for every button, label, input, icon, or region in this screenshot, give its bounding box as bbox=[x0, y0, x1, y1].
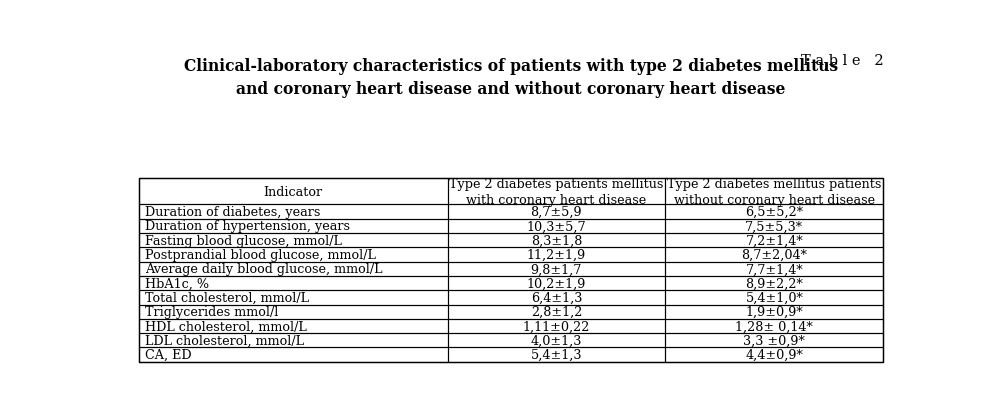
Bar bbox=[139, 248, 448, 262]
Bar bbox=[448, 205, 665, 219]
Bar bbox=[139, 276, 448, 290]
Bar bbox=[139, 178, 883, 362]
Text: HDL cholesterol, mmol/L: HDL cholesterol, mmol/L bbox=[145, 320, 306, 333]
Text: 8,3±1,8: 8,3±1,8 bbox=[530, 234, 582, 247]
Bar bbox=[665, 178, 883, 205]
Text: Type 2 diabetes patients mellitus
with coronary heart disease: Type 2 diabetes patients mellitus with c… bbox=[450, 177, 664, 206]
Text: 3,3 ±0,9*: 3,3 ±0,9* bbox=[744, 334, 806, 347]
Bar bbox=[139, 233, 448, 248]
Text: 5,4±1,0*: 5,4±1,0* bbox=[746, 291, 804, 304]
Bar bbox=[448, 248, 665, 262]
Text: 8,9±2,2*: 8,9±2,2* bbox=[746, 277, 804, 290]
Text: 8,7±5,9: 8,7±5,9 bbox=[530, 206, 582, 218]
Bar bbox=[139, 178, 448, 205]
Text: 7,5±5,3*: 7,5±5,3* bbox=[746, 220, 804, 233]
Bar bbox=[448, 333, 665, 348]
Text: CA, ED: CA, ED bbox=[145, 348, 191, 361]
Bar bbox=[665, 248, 883, 262]
Bar bbox=[665, 262, 883, 276]
Text: Fasting blood glucose, mmol/L: Fasting blood glucose, mmol/L bbox=[145, 234, 342, 247]
Text: T a b l e   2: T a b l e 2 bbox=[801, 55, 883, 68]
Bar bbox=[139, 333, 448, 348]
Text: 9,8±1,7: 9,8±1,7 bbox=[530, 263, 582, 275]
Text: 4,4±0,9*: 4,4±0,9* bbox=[746, 348, 804, 361]
Text: Average daily blood glucose, mmol/L: Average daily blood glucose, mmol/L bbox=[145, 263, 382, 275]
Text: 7,2±1,4*: 7,2±1,4* bbox=[746, 234, 803, 247]
Bar bbox=[665, 305, 883, 319]
Bar bbox=[665, 219, 883, 233]
Bar bbox=[448, 276, 665, 290]
Bar bbox=[139, 262, 448, 276]
Bar bbox=[665, 319, 883, 333]
Bar bbox=[139, 219, 448, 233]
Text: 1,9±0,9*: 1,9±0,9* bbox=[746, 306, 803, 318]
Bar bbox=[448, 178, 665, 205]
Bar bbox=[665, 233, 883, 248]
Bar bbox=[448, 219, 665, 233]
Text: 6,5±5,2*: 6,5±5,2* bbox=[746, 206, 804, 218]
Text: 10,3±5,7: 10,3±5,7 bbox=[526, 220, 586, 233]
Bar bbox=[665, 290, 883, 305]
Text: 11,2±1,9: 11,2±1,9 bbox=[526, 248, 586, 261]
Bar bbox=[448, 290, 665, 305]
Bar bbox=[448, 319, 665, 333]
Bar bbox=[139, 290, 448, 305]
Bar bbox=[448, 305, 665, 319]
Text: Total cholesterol, mmol/L: Total cholesterol, mmol/L bbox=[145, 291, 309, 304]
Text: Duration of diabetes, years: Duration of diabetes, years bbox=[145, 206, 320, 218]
Bar bbox=[139, 205, 448, 219]
Text: Type 2 diabetes mellitus patients
without coronary heart disease: Type 2 diabetes mellitus patients withou… bbox=[667, 177, 881, 206]
Text: 2,8±1,2: 2,8±1,2 bbox=[530, 306, 582, 318]
Text: HbA1c, %: HbA1c, % bbox=[145, 277, 208, 290]
Text: 1,11±0,22: 1,11±0,22 bbox=[522, 320, 590, 333]
Bar bbox=[448, 262, 665, 276]
Bar bbox=[139, 348, 448, 362]
Text: LDL cholesterol, mmol/L: LDL cholesterol, mmol/L bbox=[145, 334, 304, 347]
Bar bbox=[665, 348, 883, 362]
Bar bbox=[139, 305, 448, 319]
Text: 10,2±1,9: 10,2±1,9 bbox=[526, 277, 586, 290]
Bar bbox=[665, 276, 883, 290]
Text: 1,28± 0,14*: 1,28± 0,14* bbox=[736, 320, 814, 333]
Text: 7,7±1,4*: 7,7±1,4* bbox=[746, 263, 803, 275]
Text: 5,4±1,3: 5,4±1,3 bbox=[530, 348, 582, 361]
Bar bbox=[665, 333, 883, 348]
Text: 6,4±1,3: 6,4±1,3 bbox=[530, 291, 582, 304]
Text: Duration of hypertension, years: Duration of hypertension, years bbox=[145, 220, 350, 233]
Text: Triglycerides mmol/l: Triglycerides mmol/l bbox=[145, 306, 278, 318]
Bar bbox=[448, 348, 665, 362]
Text: 4,0±1,3: 4,0±1,3 bbox=[530, 334, 582, 347]
Text: Postprandial blood glucose, mmol/L: Postprandial blood glucose, mmol/L bbox=[145, 248, 376, 261]
Text: 8,7±2,04*: 8,7±2,04* bbox=[742, 248, 808, 261]
Text: Clinical-laboratory characteristics of patients with type 2 diabetes mellitus
an: Clinical-laboratory characteristics of p… bbox=[183, 57, 838, 98]
Bar bbox=[665, 205, 883, 219]
Text: Indicator: Indicator bbox=[263, 185, 323, 198]
Bar bbox=[448, 233, 665, 248]
Bar bbox=[139, 319, 448, 333]
